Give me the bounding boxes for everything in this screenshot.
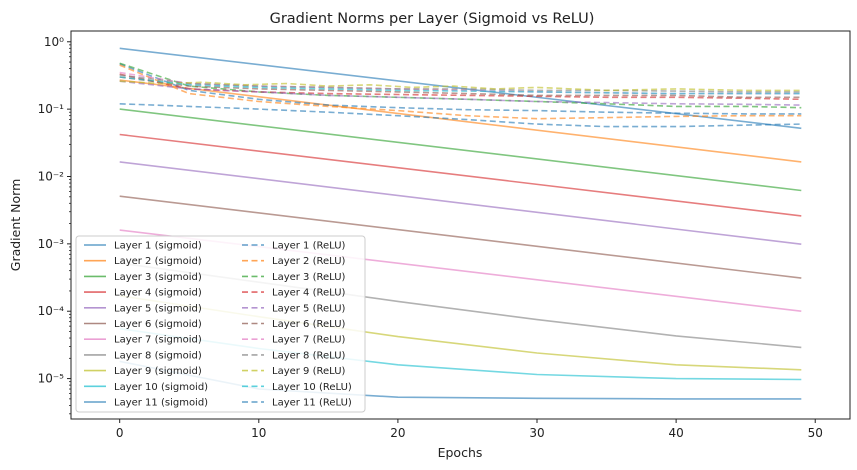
- legend-entry: Layer 1 (ReLU): [272, 241, 346, 252]
- legend-entry: Layer 8 (ReLU): [272, 350, 346, 361]
- legend-entry: Layer 6 (ReLU): [272, 319, 346, 330]
- legend-entry: Layer 7 (sigmoid): [114, 335, 202, 346]
- series-line-layer-2-sigmoid: [119, 79, 802, 163]
- series-line-layer-7-relu: [119, 71, 802, 95]
- series-line-layer-5-sigmoid: [119, 161, 802, 245]
- y-axis-label: Gradient Norm: [8, 179, 23, 271]
- legend-entry: Layer 2 (sigmoid): [114, 256, 202, 267]
- legend-entry: Layer 1 (sigmoid): [114, 241, 202, 252]
- x-tick-label: 20: [390, 426, 405, 440]
- x-tick-label: 10: [251, 426, 266, 440]
- y-tick-label: 10⁻²: [38, 170, 65, 184]
- legend-entry: Layer 11 (sigmoid): [114, 398, 208, 409]
- y-tick-label: 10⁰: [44, 35, 64, 49]
- series-line-layer-6-sigmoid: [119, 195, 802, 279]
- series-line-layer-1-sigmoid: [119, 47, 802, 130]
- legend-entry: Layer 5 (sigmoid): [114, 303, 202, 314]
- chart-title: Gradient Norms per Layer (Sigmoid vs ReL…: [270, 11, 595, 27]
- x-tick-label: 0: [116, 426, 124, 440]
- series-line-layer-3-sigmoid: [119, 108, 802, 192]
- x-tick-label: 30: [529, 426, 544, 440]
- series-line-layer-6-relu: [119, 76, 802, 99]
- legend-entry: Layer 5 (ReLU): [272, 303, 346, 314]
- series-line-layer-10-relu: [119, 76, 802, 95]
- series-line-layer-1-relu: [119, 63, 802, 115]
- legend-entry: Layer 8 (sigmoid): [114, 350, 202, 361]
- legend-entry: Layer 9 (ReLU): [272, 366, 346, 377]
- x-tick-label: 50: [808, 426, 823, 440]
- series-line-layer-11-relu: [119, 103, 802, 128]
- series-line-layer-9-relu: [119, 80, 802, 92]
- legend-entry: Layer 4 (sigmoid): [114, 288, 202, 299]
- x-axis-ticks: 0 10 20 30 40 50: [116, 419, 823, 440]
- legend-entry: Layer 3 (sigmoid): [114, 272, 202, 283]
- legend-entry: Layer 10 (sigmoid): [114, 382, 208, 393]
- plot-frame: [70, 30, 851, 420]
- y-axis-ticks: 10⁻⁵ 10⁻⁴ 10⁻³ 10⁻² 10⁻¹ 10⁰: [38, 35, 71, 415]
- legend-entry: Layer 10 (ReLU): [272, 382, 352, 393]
- legend-entry: Layer 9 (sigmoid): [114, 366, 202, 377]
- y-tick-label: 10⁻³: [38, 237, 65, 251]
- legend-box: [75, 235, 366, 413]
- legend-entry: Layer 6 (sigmoid): [114, 319, 202, 330]
- series-line-layer-2-relu: [119, 64, 802, 120]
- legend: Layer 1 (sigmoid) Layer 2 (sigmoid) Layer …: [75, 235, 366, 413]
- legend-entry: Layer 7 (ReLU): [272, 335, 346, 346]
- series-line-layer-4-sigmoid: [119, 133, 802, 217]
- legend-entry: Layer 11 (ReLU): [272, 398, 352, 409]
- series-line-layer-8-relu: [119, 74, 802, 93]
- y-tick-label: 10⁻⁴: [38, 304, 65, 318]
- series-line-layer-5-relu: [119, 80, 802, 106]
- legend-entry: Layer 2 (ReLU): [272, 256, 346, 267]
- y-tick-label: 10⁻¹: [38, 102, 65, 116]
- y-tick-label: 10⁻⁵: [38, 372, 65, 386]
- legend-entry: Layer 3 (ReLU): [272, 272, 346, 283]
- series-line-layer-3-relu: [119, 62, 802, 109]
- x-axis-label: Epochs: [438, 445, 483, 460]
- x-tick-label: 40: [668, 426, 683, 440]
- legend-entry: Layer 4 (ReLU): [272, 288, 346, 299]
